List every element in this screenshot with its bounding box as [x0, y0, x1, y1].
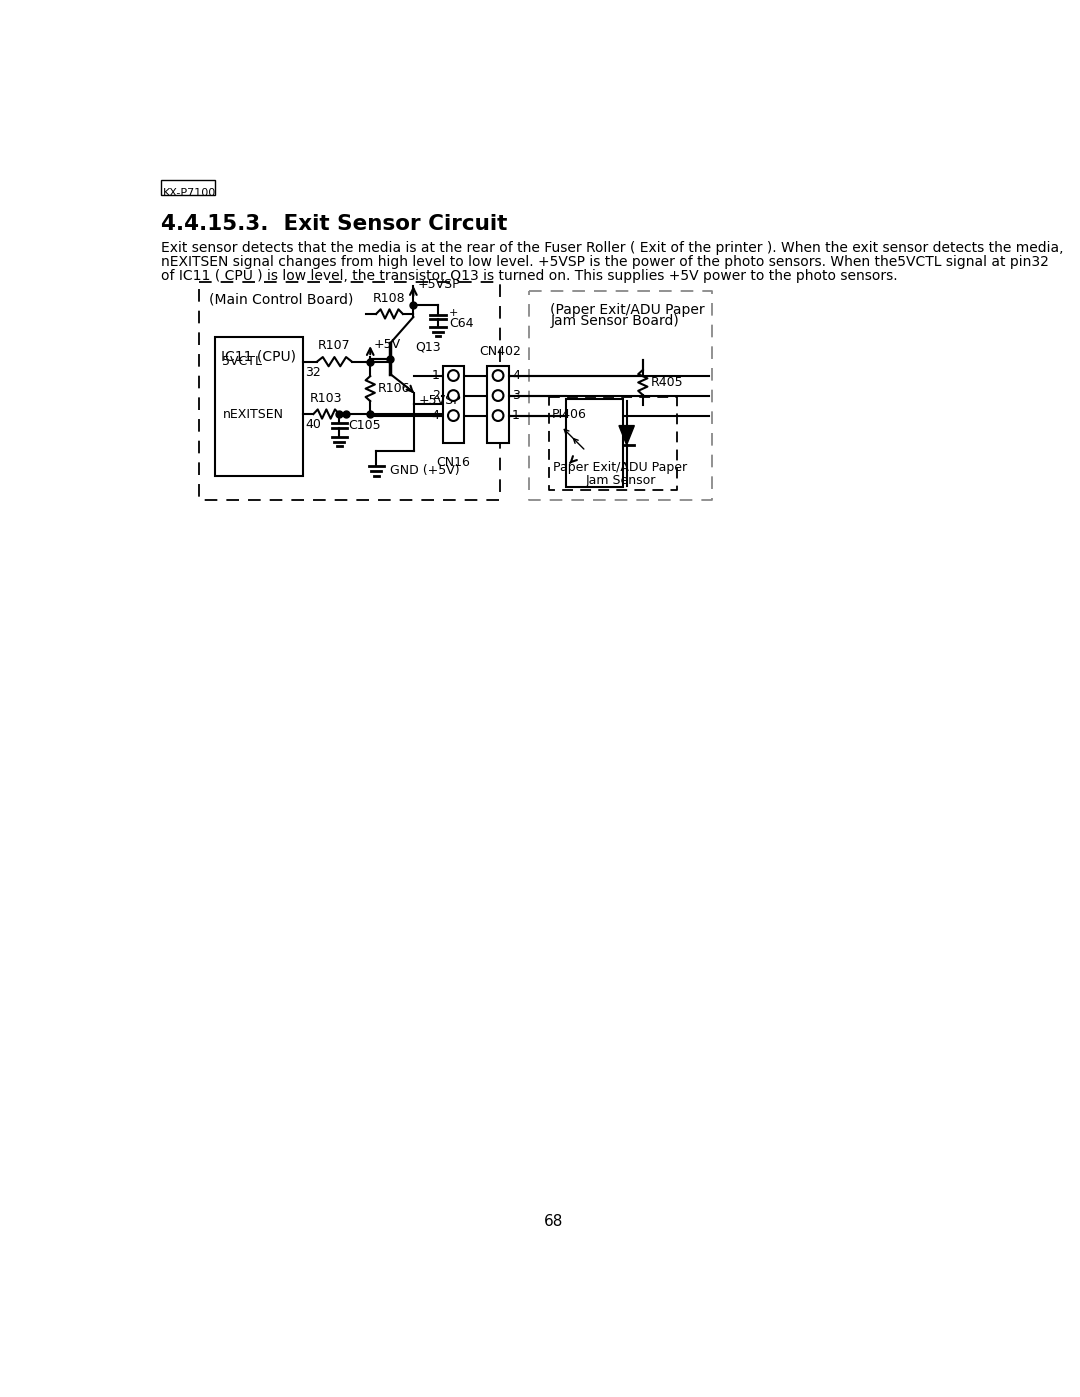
Text: 1: 1 — [512, 409, 519, 422]
Text: Jam Sensor: Jam Sensor — [585, 474, 656, 486]
Text: CN16: CN16 — [436, 455, 470, 468]
Polygon shape — [619, 426, 634, 444]
Text: +: + — [449, 309, 458, 319]
Text: 5VCTL: 5VCTL — [222, 355, 262, 369]
Circle shape — [448, 411, 459, 420]
Text: 4: 4 — [432, 409, 440, 422]
Text: 1: 1 — [432, 369, 440, 381]
Bar — [215, 337, 303, 475]
Text: C105: C105 — [349, 419, 381, 432]
Circle shape — [448, 370, 459, 381]
Text: +5VSP: +5VSP — [419, 394, 461, 408]
Text: 2: 2 — [432, 388, 440, 402]
Circle shape — [492, 370, 503, 381]
Text: R405: R405 — [650, 376, 684, 388]
Text: Q13: Q13 — [415, 341, 441, 353]
Bar — [443, 366, 464, 443]
Text: GND (+5V): GND (+5V) — [390, 464, 460, 476]
Text: (Paper Exit/ADU Paper: (Paper Exit/ADU Paper — [551, 303, 705, 317]
Text: 32: 32 — [306, 366, 322, 379]
Text: Paper Exit/ADU Paper: Paper Exit/ADU Paper — [553, 461, 688, 475]
Circle shape — [492, 390, 503, 401]
Circle shape — [492, 411, 503, 420]
Text: 40: 40 — [306, 418, 322, 430]
Text: 68: 68 — [544, 1214, 563, 1229]
Circle shape — [448, 390, 459, 401]
Text: nEXITSEN: nEXITSEN — [222, 408, 283, 420]
Text: of IC11 ( CPU ) is low level, the transistor Q13 is turned on. This supplies +5V: of IC11 ( CPU ) is low level, the transi… — [161, 268, 897, 282]
Text: KX-P7100: KX-P7100 — [163, 189, 216, 198]
Text: R107: R107 — [319, 339, 351, 352]
Text: (Main Control Board): (Main Control Board) — [208, 292, 353, 306]
Text: C64: C64 — [449, 317, 473, 330]
Text: R108: R108 — [374, 292, 406, 305]
Text: Jam Sensor Board): Jam Sensor Board) — [551, 314, 679, 328]
Text: CN402: CN402 — [480, 345, 522, 358]
Text: PI406: PI406 — [552, 408, 586, 420]
Text: 4: 4 — [512, 369, 519, 381]
Text: R106: R106 — [378, 383, 410, 395]
Text: R103: R103 — [310, 391, 342, 405]
Text: 4.4.15.3.  Exit Sensor Circuit: 4.4.15.3. Exit Sensor Circuit — [161, 214, 508, 233]
Text: +5VSP: +5VSP — [418, 278, 460, 291]
Text: +5V: +5V — [374, 338, 401, 351]
Text: 3: 3 — [512, 388, 519, 402]
Bar — [161, 180, 215, 196]
Bar — [566, 398, 623, 488]
Text: IC11 (CPU): IC11 (CPU) — [221, 349, 297, 363]
Text: Exit sensor detects that the media is at the rear of the Fuser Roller ( Exit of : Exit sensor detects that the media is at… — [161, 240, 1064, 254]
Text: nEXITSEN signal changes from high level to low level. +5VSP is the power of the : nEXITSEN signal changes from high level … — [161, 254, 1049, 268]
Bar — [487, 366, 509, 443]
